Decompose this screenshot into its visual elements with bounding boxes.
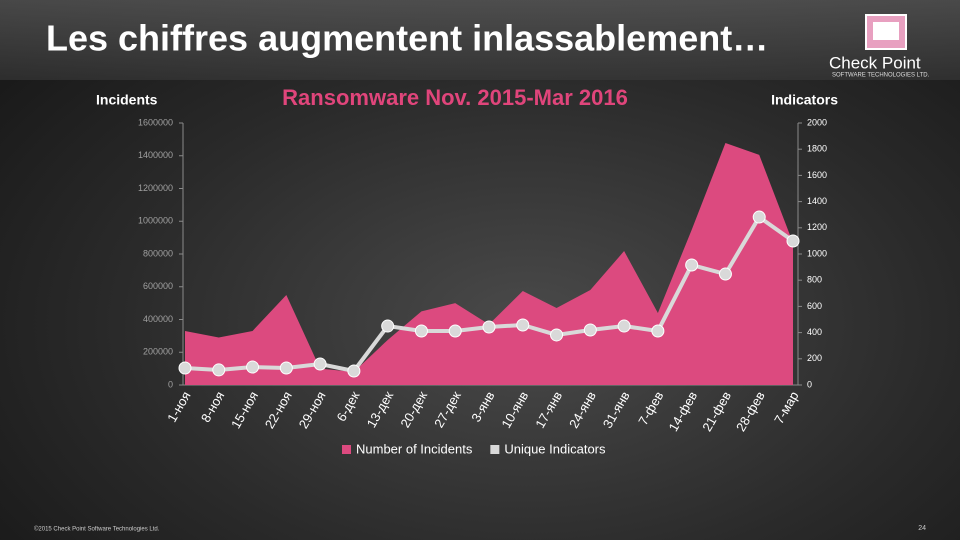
x-tick-label: 17-янв <box>532 389 565 431</box>
y2-tick-label: 1600 <box>807 170 827 180</box>
line-marker <box>752 210 766 224</box>
y-tick-label: 1600000 <box>138 117 173 127</box>
line-marker <box>651 324 665 338</box>
line-marker <box>212 363 226 377</box>
logo-name: Check Point <box>829 53 921 72</box>
line-marker <box>617 319 631 333</box>
legend-swatch <box>490 445 500 454</box>
line-marker <box>246 360 260 374</box>
legend-swatch <box>342 445 351 454</box>
y-tick-label: 0 <box>168 379 173 389</box>
copyright: ©2015 Check Point Software Technologies … <box>34 526 160 533</box>
x-tick-label: 14-фев <box>665 389 700 434</box>
x-tick-label: 20-дек <box>397 388 430 430</box>
x-tick-label: 8-ноя <box>198 389 227 425</box>
line-marker <box>550 328 564 342</box>
y2-tick-label: 400 <box>807 327 822 337</box>
y2-tick-label: 800 <box>807 275 822 285</box>
y-tick-label: 800000 <box>143 248 173 258</box>
y-tick-label: 200000 <box>143 347 173 357</box>
y-tick-label: 1400000 <box>138 150 173 160</box>
chart-title: Ransomware Nov. 2015-Mar 2016 <box>282 85 628 110</box>
line-marker <box>347 364 361 378</box>
x-tick-label: 7-фев <box>635 389 666 428</box>
y-axis-title: Incidents <box>96 92 158 108</box>
page-number: 24 <box>918 525 926 532</box>
y2-tick-label: 1400 <box>807 196 827 206</box>
y-tick-label: 400000 <box>143 314 173 324</box>
x-tick-label: 15-ноя <box>228 389 261 431</box>
y-tick-label: 1000000 <box>138 216 173 226</box>
x-tick-label: 13-дек <box>364 388 397 430</box>
y-tick-label: 600000 <box>143 281 173 291</box>
x-tick-label: 7-мар <box>771 389 801 427</box>
legend-label: Number of Incidents <box>356 441 473 456</box>
x-tick-label: 21-фев <box>699 389 734 434</box>
slide-title: Les chiffres augmentent inlassablement… <box>46 18 768 59</box>
line-marker <box>516 318 530 332</box>
y2-tick-label: 600 <box>807 301 822 311</box>
logo-tagline: SOFTWARE TECHNOLOGIES LTD. <box>832 73 930 79</box>
line-marker <box>414 324 428 338</box>
y2-tick-label: 0 <box>807 379 812 389</box>
y2-tick-label: 1800 <box>807 144 827 154</box>
title-band <box>0 0 960 80</box>
line-marker <box>279 361 293 375</box>
line-marker <box>178 361 192 375</box>
y2-tick-label: 1000 <box>807 248 827 258</box>
x-tick-label: 24-янв <box>566 389 599 431</box>
line-marker <box>313 357 327 371</box>
line-marker <box>718 267 732 281</box>
x-tick-label: 28-фев <box>733 389 768 434</box>
line-marker <box>482 320 496 334</box>
y2-tick-label: 1200 <box>807 222 827 232</box>
x-tick-label: 22-ноя <box>262 389 295 431</box>
logo-icon-inner <box>873 22 899 40</box>
legend-label: Unique Indicators <box>504 441 606 456</box>
line-marker <box>685 258 699 272</box>
line-marker <box>583 323 597 337</box>
y2-tick-label: 2000 <box>807 117 827 127</box>
y-tick-label: 1200000 <box>138 183 173 193</box>
x-tick-label: 1-ноя <box>164 389 193 425</box>
x-tick-label: 6-дек <box>333 388 362 424</box>
x-tick-label: 31-янв <box>600 389 633 431</box>
area <box>185 142 793 385</box>
y2-tick-label: 200 <box>807 353 822 363</box>
x-tick-label: 27-дек <box>431 388 464 430</box>
y2-axis-title: Indicators <box>771 92 838 108</box>
line-marker <box>381 319 395 333</box>
x-tick-label: 29-ноя <box>296 389 329 431</box>
x-tick-label: 10-янв <box>498 389 531 431</box>
line-marker <box>448 324 462 338</box>
x-tick-label: 3-янв <box>468 389 497 425</box>
line-marker <box>786 234 800 248</box>
